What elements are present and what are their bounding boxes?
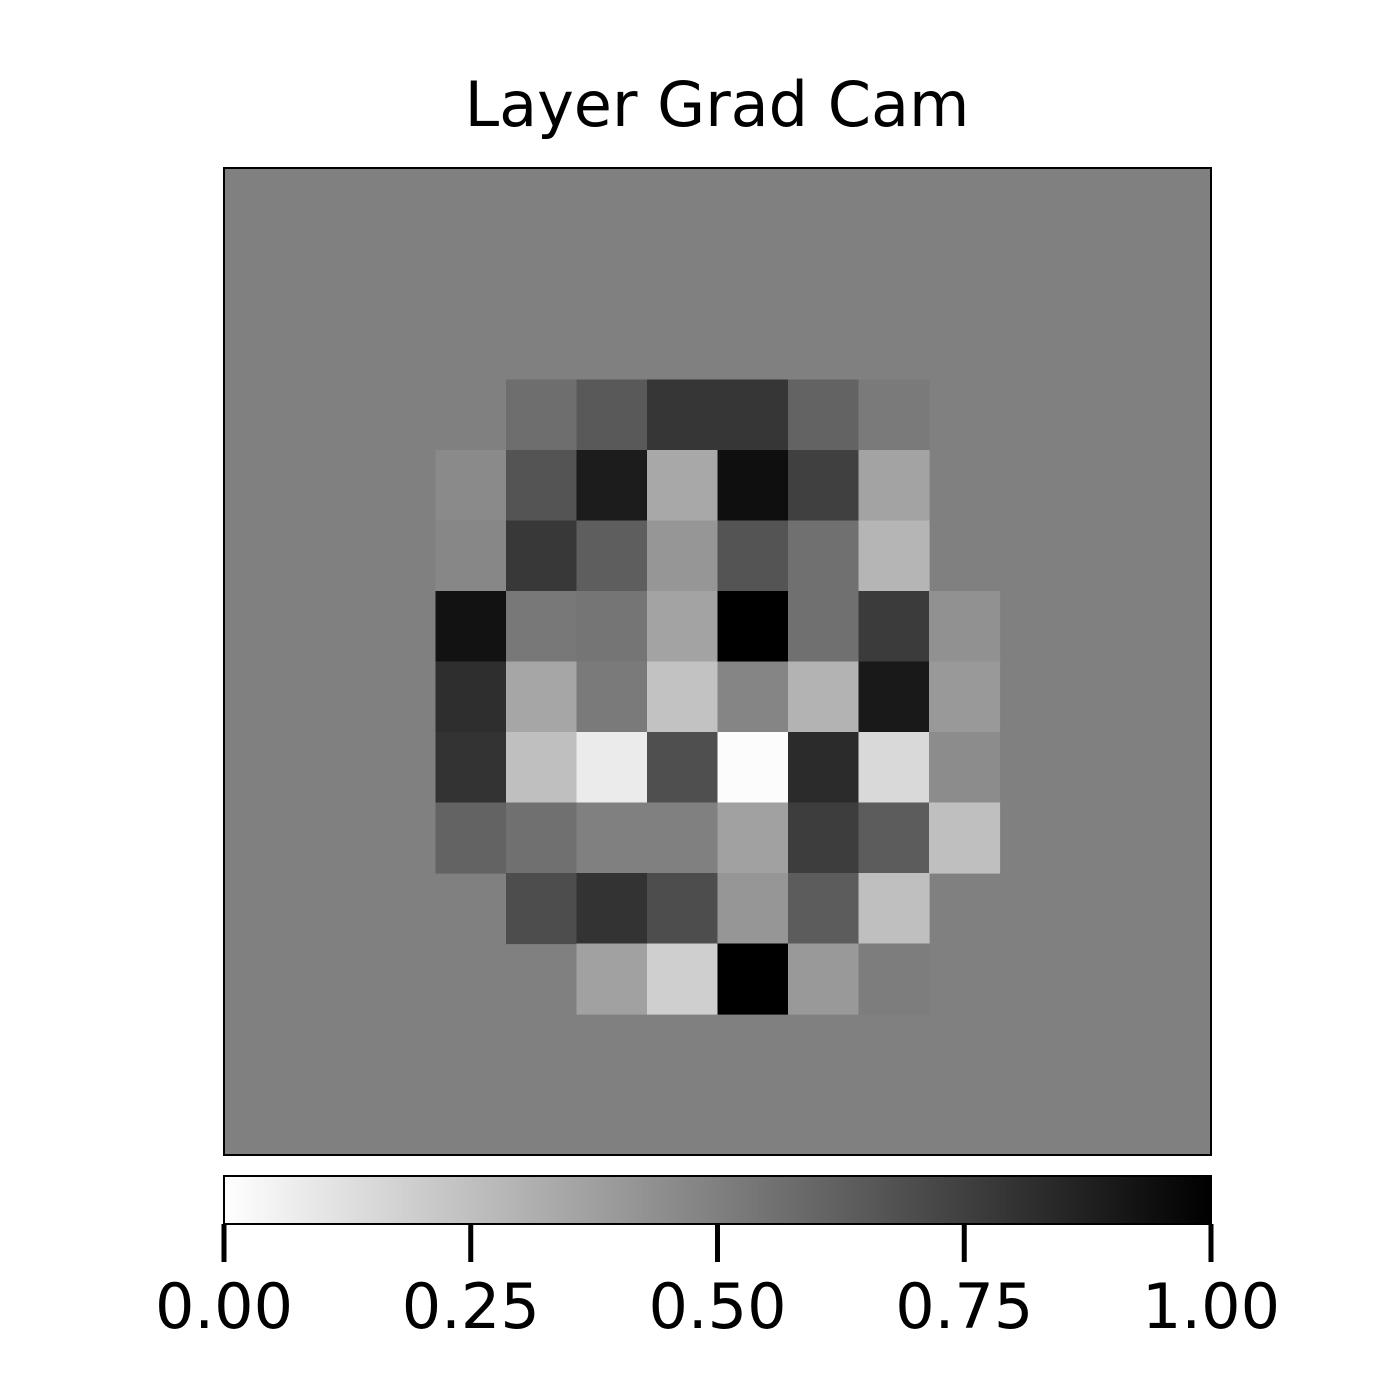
colorbar-gradient: [223, 1175, 1212, 1225]
heatmap-cell: [788, 591, 860, 663]
heatmap-cell: [788, 379, 860, 451]
heatmap-cell: [858, 802, 930, 874]
heatmap-cell: [788, 873, 860, 945]
heatmap-cell: [717, 450, 789, 522]
plot-frame: [223, 167, 1212, 1156]
heatmap-cell: [647, 802, 719, 874]
heatmap-cell: [506, 520, 578, 592]
heatmap-cell: [717, 873, 789, 945]
heatmap-cell: [576, 802, 648, 874]
heatmap-cell: [788, 943, 860, 1015]
heatmap-cell: [647, 943, 719, 1015]
heatmap-cell: [435, 802, 507, 874]
heatmap-cell: [929, 802, 1001, 874]
heatmap-cell: [506, 450, 578, 522]
chart-title: Layer Grad Cam: [465, 68, 970, 141]
colorbar-tick-label: 0.50: [648, 1270, 786, 1343]
heatmap-cell: [929, 591, 1001, 663]
heatmap-cell: [576, 943, 648, 1015]
heatmap-cell: [435, 450, 507, 522]
colorbar-tick-label: 1.00: [1142, 1270, 1280, 1343]
heatmap-cell: [788, 802, 860, 874]
colorbar-tick-label: 0.75: [895, 1270, 1033, 1343]
heatmap-cell: [788, 661, 860, 733]
heatmap-cell: [858, 873, 930, 945]
heatmap-cell: [576, 873, 648, 945]
heatmap-cell: [576, 450, 648, 522]
heatmap-plot-area: [224, 168, 1211, 1155]
heatmap-cell: [506, 732, 578, 804]
heatmap-cell: [788, 732, 860, 804]
heatmap-cell: [929, 732, 1001, 804]
heatmap-cell: [717, 379, 789, 451]
heatmap-cell: [858, 520, 930, 592]
heatmap-cell: [858, 661, 930, 733]
heatmap-cell: [858, 379, 930, 451]
heatmap-cell: [647, 732, 719, 804]
heatmap-cell: [576, 661, 648, 733]
heatmap-cell: [717, 802, 789, 874]
heatmap-cell: [435, 520, 507, 592]
heatmap-cell: [647, 450, 719, 522]
heatmap-cell: [717, 661, 789, 733]
heatmap-cell: [647, 873, 719, 945]
heatmap-cell: [576, 591, 648, 663]
heatmap-cell: [858, 943, 930, 1015]
colorbar-tick-label: 0.00: [155, 1270, 293, 1343]
colorbar-ticks: 0.00 0.25 0.50 0.75 1.00: [155, 1224, 1280, 1343]
heatmap-cell: [576, 732, 648, 804]
heatmap-cell: [717, 732, 789, 804]
heatmap-cell: [435, 732, 507, 804]
heatmap-cell: [435, 591, 507, 663]
heatmap-cell: [858, 450, 930, 522]
heatmap-cell: [647, 520, 719, 592]
heatmap-cell: [506, 661, 578, 733]
heatmap-cell: [858, 732, 930, 804]
heatmap-cell: [506, 591, 578, 663]
heatmap-cell: [717, 591, 789, 663]
heatmap-cell: [717, 520, 789, 592]
heatmap-cell: [858, 591, 930, 663]
colorbar-tick-label: 0.25: [402, 1270, 540, 1343]
heatmap-cell: [576, 520, 648, 592]
heatmap-cell: [647, 591, 719, 663]
colorbar: 0.00 0.25 0.50 0.75 1.00: [155, 1175, 1280, 1343]
heatmap-cell: [435, 661, 507, 733]
heatmap-cell: [929, 661, 1001, 733]
heatmap-cell: [647, 379, 719, 451]
heatmap-cell: [506, 379, 578, 451]
heatmap-cell: [576, 379, 648, 451]
heatmap-cell: [647, 661, 719, 733]
heatmap-cell: [788, 450, 860, 522]
heatmap-cell: [506, 802, 578, 874]
heatmap-cell: [506, 873, 578, 945]
heatmap-cell: [717, 943, 789, 1015]
heatmap-cell: [788, 520, 860, 592]
